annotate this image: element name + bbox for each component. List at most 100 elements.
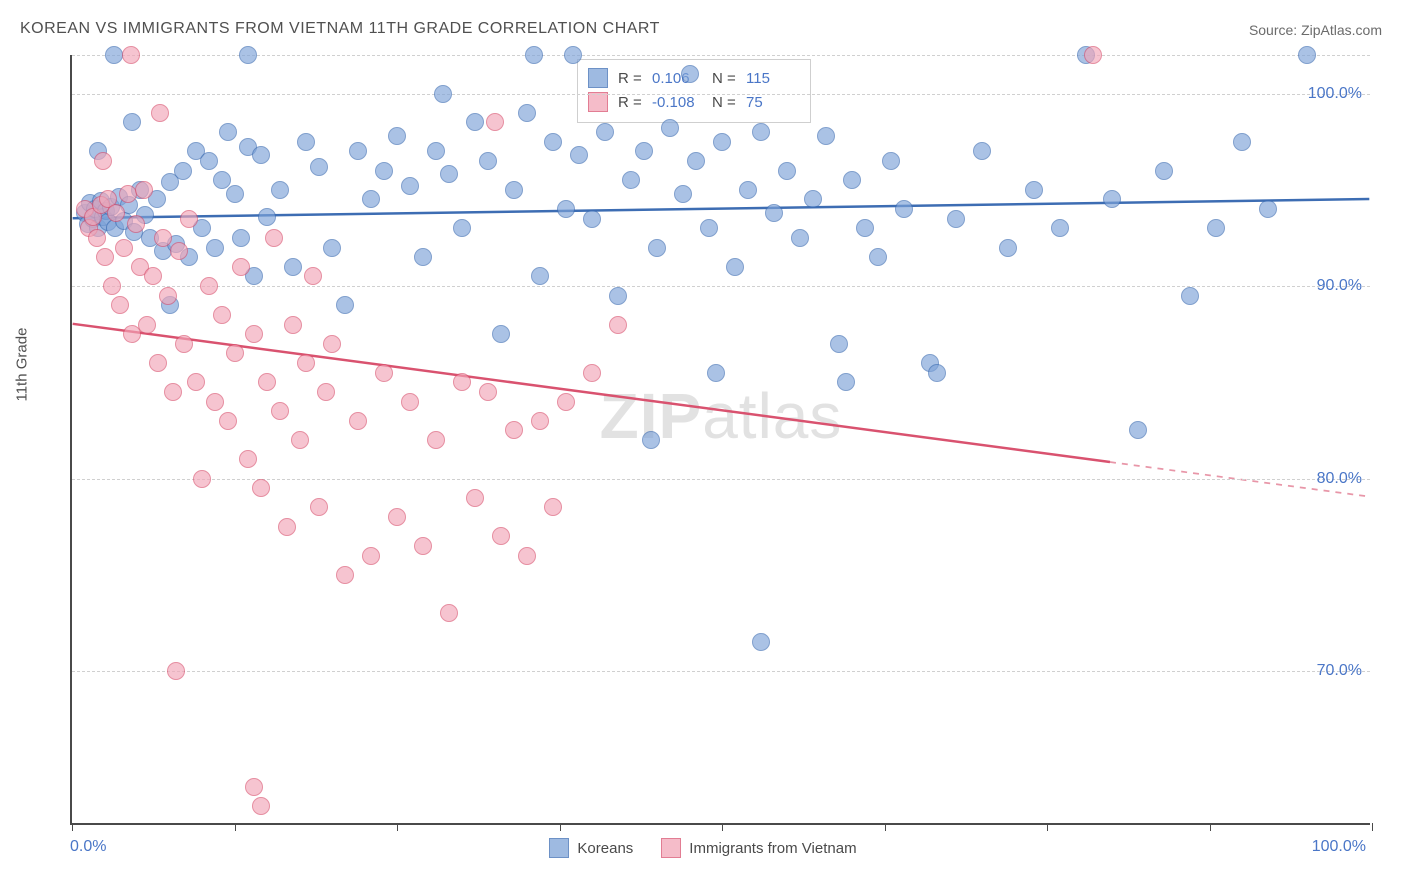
scatter-point <box>440 165 458 183</box>
scatter-point <box>226 344 244 362</box>
scatter-point <box>622 171 640 189</box>
scatter-point <box>258 208 276 226</box>
scatter-point <box>518 547 536 565</box>
scatter-point <box>258 373 276 391</box>
scatter-point <box>928 364 946 382</box>
scatter-point <box>661 119 679 137</box>
scatter-point <box>1155 162 1173 180</box>
swatch-koreans <box>549 838 569 858</box>
scatter-point <box>544 498 562 516</box>
scatter-point <box>947 210 965 228</box>
scatter-point <box>752 123 770 141</box>
scatter-point <box>138 316 156 334</box>
scatter-point <box>830 335 848 353</box>
scatter-point <box>151 104 169 122</box>
scatter-point <box>479 383 497 401</box>
scatter-point <box>206 393 224 411</box>
watermark-thin: atlas <box>702 380 842 452</box>
scatter-point <box>193 470 211 488</box>
scatter-point <box>1103 190 1121 208</box>
scatter-point <box>159 287 177 305</box>
scatter-point <box>726 258 744 276</box>
scatter-point <box>170 242 188 260</box>
watermark: ZIPatlas <box>600 379 843 453</box>
scatter-point <box>278 518 296 536</box>
scatter-point <box>349 412 367 430</box>
scatter-point <box>127 215 145 233</box>
scatter-point <box>323 335 341 353</box>
scatter-point <box>401 393 419 411</box>
scatter-point <box>310 158 328 176</box>
scatter-point <box>479 152 497 170</box>
scatter-point <box>466 113 484 131</box>
scatter-point <box>317 383 335 401</box>
scatter-point <box>707 364 725 382</box>
scatter-point <box>869 248 887 266</box>
scatter-point <box>362 190 380 208</box>
scatter-point <box>336 566 354 584</box>
scatter-point <box>96 248 114 266</box>
scatter-point <box>362 547 380 565</box>
scatter-point <box>570 146 588 164</box>
x-tick <box>1047 823 1048 831</box>
scatter-point <box>518 104 536 122</box>
scatter-point <box>213 306 231 324</box>
scatter-point <box>453 219 471 237</box>
scatter-point <box>291 431 309 449</box>
scatter-point <box>557 393 575 411</box>
scatter-point <box>505 181 523 199</box>
scatter-point <box>271 181 289 199</box>
scatter-point <box>122 46 140 64</box>
x-tick <box>722 823 723 831</box>
y-tick-label: 100.0% <box>1308 85 1362 103</box>
trend-lines-layer <box>72 55 1370 823</box>
scatter-point <box>895 200 913 218</box>
n-label: N = <box>712 70 736 87</box>
x-tick <box>72 823 73 831</box>
scatter-point <box>609 316 627 334</box>
y-tick-label: 80.0% <box>1317 470 1362 488</box>
scatter-point <box>200 152 218 170</box>
scatter-point <box>999 239 1017 257</box>
scatter-point <box>583 210 601 228</box>
scatter-point <box>164 383 182 401</box>
x-tick <box>235 823 236 831</box>
scatter-point <box>239 46 257 64</box>
scatter-point <box>739 181 757 199</box>
r-label: R = <box>618 94 642 111</box>
scatter-point <box>375 364 393 382</box>
x-tick <box>1372 823 1373 831</box>
scatter-point <box>336 296 354 314</box>
legend-item-koreans: Koreans <box>549 838 633 858</box>
scatter-point <box>401 177 419 195</box>
scatter-point <box>375 162 393 180</box>
gridline <box>72 55 1370 56</box>
swatch-vietnam <box>661 838 681 858</box>
scatter-point <box>1207 219 1225 237</box>
scatter-point <box>414 537 432 555</box>
scatter-point <box>105 46 123 64</box>
gridline <box>72 286 1370 287</box>
scatter-point <box>115 239 133 257</box>
scatter-point <box>135 181 153 199</box>
scatter-point <box>557 200 575 218</box>
x-tick <box>1210 823 1211 831</box>
n-value-vietnam: 75 <box>746 94 796 111</box>
scatter-point <box>123 113 141 131</box>
scatter-point <box>252 146 270 164</box>
scatter-point <box>583 364 601 382</box>
scatter-point <box>388 508 406 526</box>
scatter-point <box>310 498 328 516</box>
scatter-point <box>642 431 660 449</box>
scatter-point <box>232 229 250 247</box>
scatter-point <box>1259 200 1277 218</box>
scatter-point <box>700 219 718 237</box>
scatter-point <box>791 229 809 247</box>
scatter-point <box>434 85 452 103</box>
scatter-point <box>492 527 510 545</box>
scatter-point <box>200 277 218 295</box>
scatter-point <box>304 267 322 285</box>
scatter-point <box>817 127 835 145</box>
scatter-point <box>525 46 543 64</box>
scatter-point <box>713 133 731 151</box>
